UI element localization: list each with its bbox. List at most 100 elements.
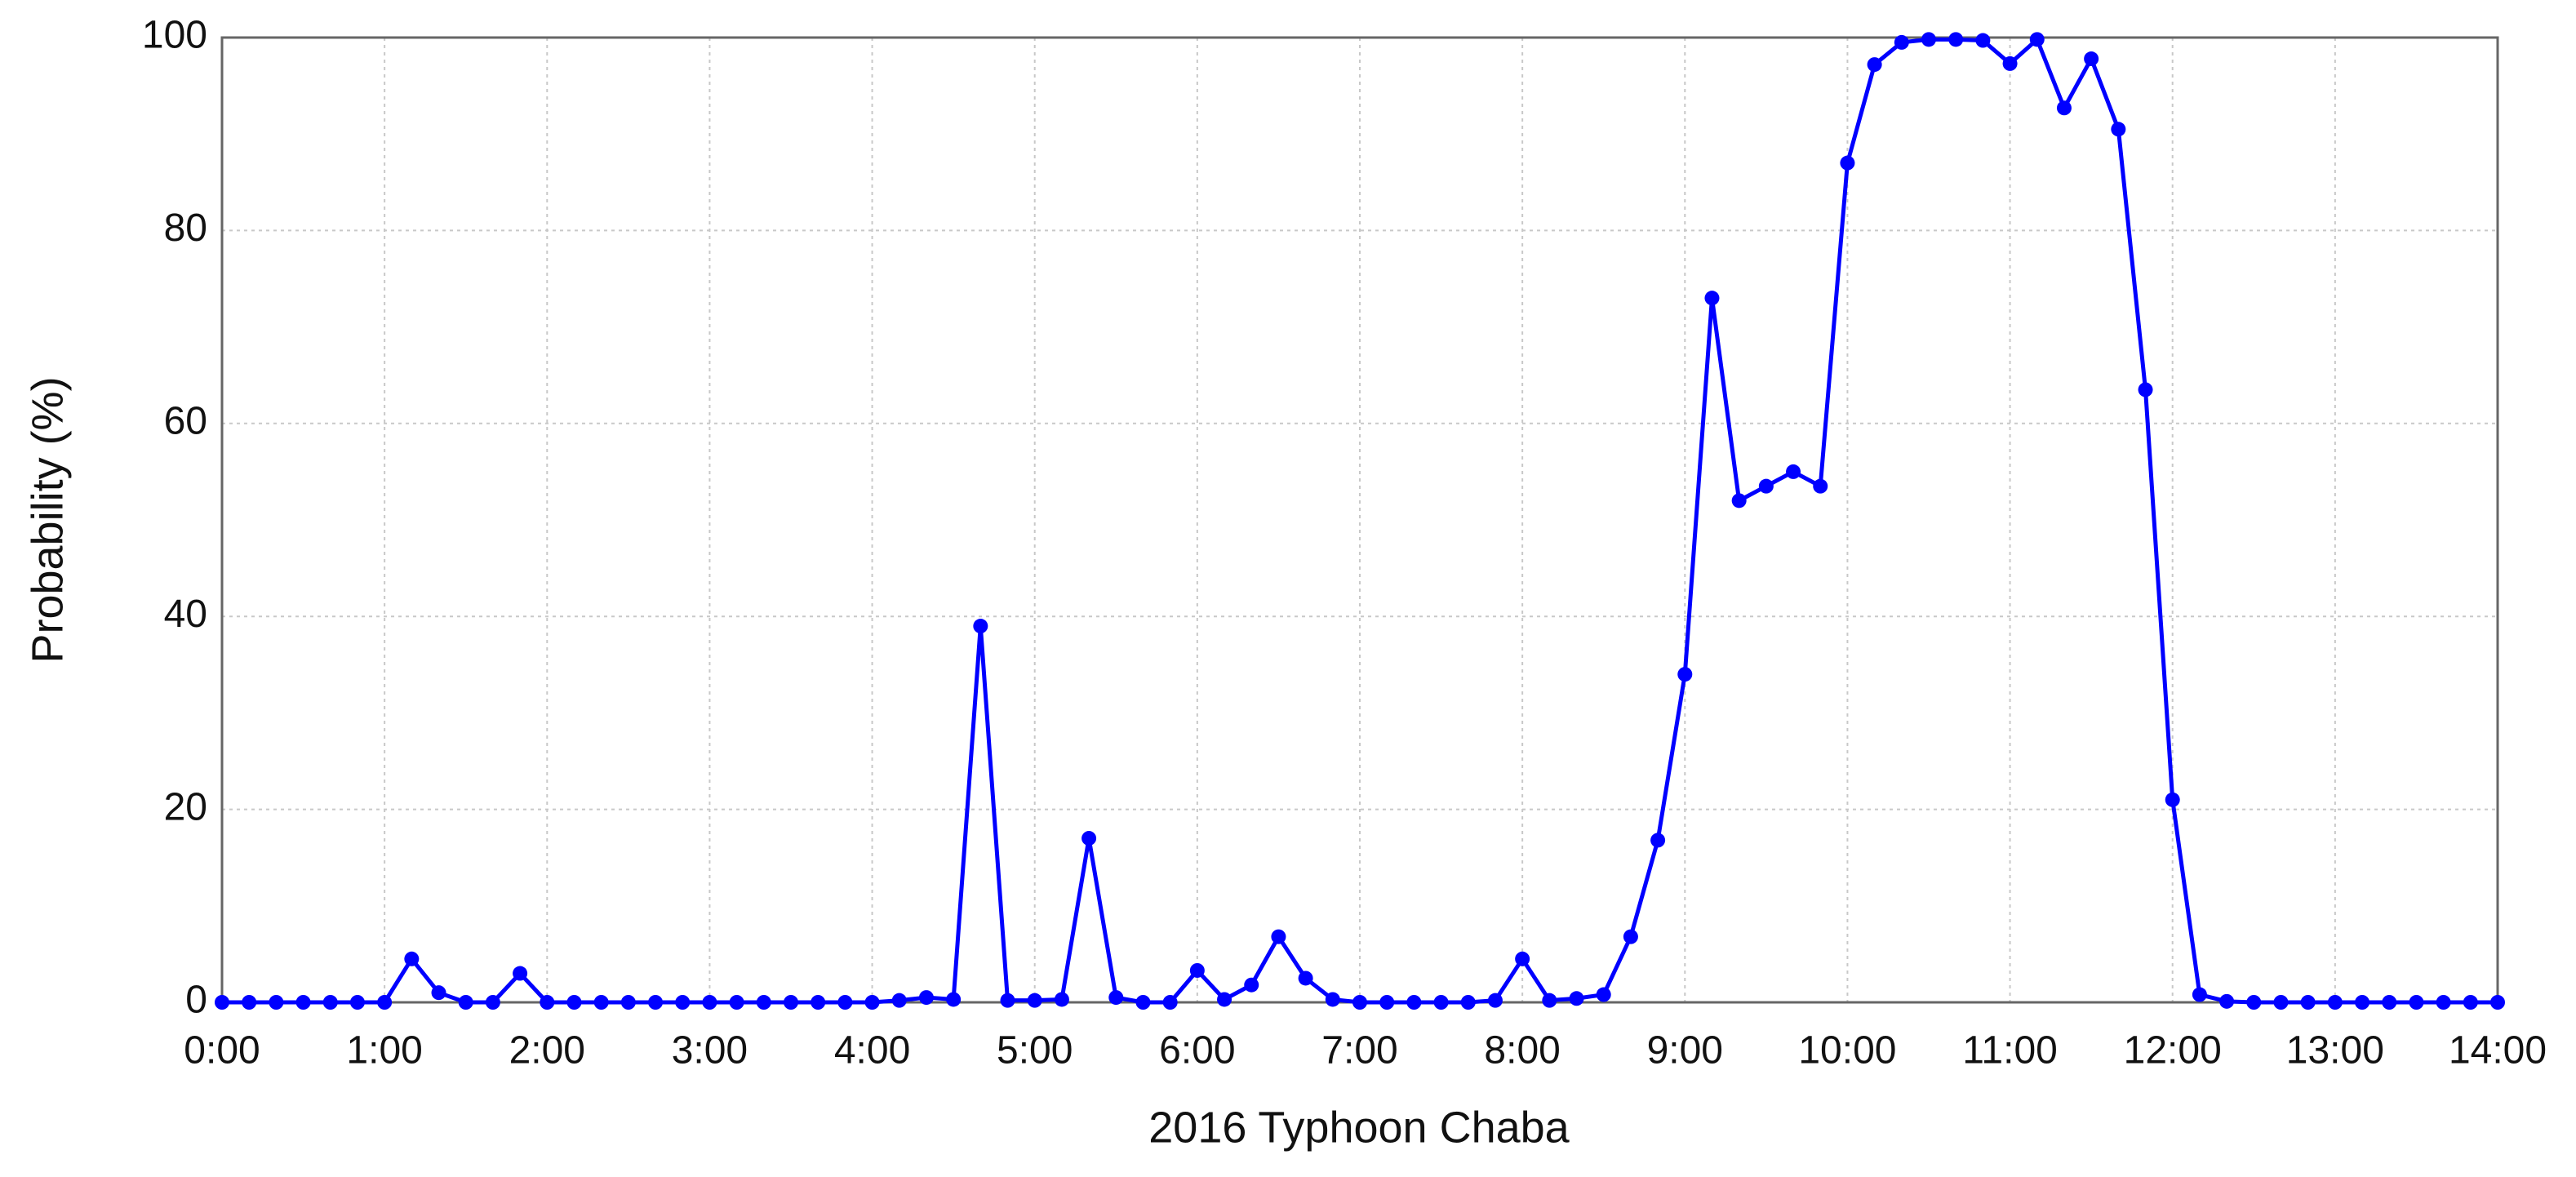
data-point [2273, 995, 2289, 1010]
data-point [837, 995, 853, 1010]
data-point [349, 995, 365, 1010]
data-point [2300, 995, 2316, 1010]
data-point [2192, 987, 2207, 1002]
y-tick-label: 0 [185, 979, 207, 1022]
data-point [1569, 991, 1584, 1006]
data-point [1081, 831, 1097, 846]
data-point [811, 995, 826, 1010]
data-point [1244, 977, 1259, 993]
x-tick-label: 0:00 [184, 1029, 260, 1073]
y-tick-label: 80 [164, 207, 207, 250]
data-point [2165, 792, 2180, 807]
data-point [215, 995, 229, 1010]
data-point [2246, 995, 2262, 1010]
data-point [1813, 478, 1828, 494]
x-tick-label: 10:00 [1798, 1029, 1896, 1073]
data-point [2056, 100, 2072, 116]
data-point [946, 992, 962, 1007]
data-point [2002, 56, 2018, 71]
data-point [593, 995, 609, 1010]
data-point [1840, 155, 1855, 171]
y-axis-title: Probability (%) [23, 376, 72, 663]
data-point [918, 990, 934, 1006]
data-point [1054, 992, 1069, 1007]
data-point [458, 995, 473, 1010]
x-axis-title: 2016 Typhoon Chaba [1148, 1103, 1570, 1152]
data-point [756, 995, 771, 1010]
data-point [1894, 34, 1909, 50]
data-point [1162, 995, 1178, 1010]
data-point [675, 995, 691, 1010]
data-point [1379, 995, 1395, 1010]
data-point [377, 995, 393, 1010]
data-point [2138, 382, 2153, 398]
data-point [2355, 995, 2370, 1010]
x-tick-label: 4:00 [834, 1029, 910, 1073]
x-tick-label: 14:00 [2449, 1029, 2547, 1073]
data-point [891, 993, 907, 1008]
data-point [1135, 995, 1151, 1010]
data-line [222, 37, 2498, 1005]
data-point [648, 995, 664, 1010]
data-point [1298, 970, 1313, 986]
data-point [513, 966, 528, 981]
x-tick-label: 7:00 [1321, 1029, 1397, 1073]
data-point [1542, 993, 1557, 1008]
data-point [1406, 995, 1422, 1010]
data-point [2111, 122, 2126, 137]
data-point [1217, 992, 1232, 1007]
x-tick-label: 3:00 [672, 1029, 748, 1073]
data-point [973, 619, 988, 634]
data-point [404, 951, 420, 966]
data-point [1000, 993, 1015, 1008]
x-tick-label: 9:00 [1647, 1029, 1723, 1073]
x-tick-label: 1:00 [346, 1029, 422, 1073]
data-point [242, 995, 257, 1010]
x-tick-label: 11:00 [1962, 1029, 2058, 1073]
data-point [1948, 32, 1964, 47]
data-point [2327, 995, 2343, 1010]
data-point [431, 985, 446, 1001]
data-point [295, 995, 311, 1010]
data-point [485, 995, 500, 1010]
data-point [1352, 995, 1367, 1010]
data-point [729, 995, 744, 1010]
plot-frame [220, 36, 2499, 1004]
data-point [540, 995, 555, 1010]
data-point [269, 995, 284, 1010]
data-point [1189, 962, 1205, 978]
data-point [1027, 993, 1042, 1008]
data-point [566, 995, 582, 1010]
data-point [2219, 993, 2235, 1009]
x-tick-label: 6:00 [1159, 1029, 1235, 1073]
x-tick-label: 13:00 [2286, 1029, 2384, 1073]
data-point [1325, 992, 1340, 1007]
data-point [1460, 995, 1476, 1010]
data-point [1433, 995, 1449, 1010]
data-point [864, 995, 880, 1010]
data-point [1271, 929, 1286, 944]
data-point [2436, 995, 2451, 1010]
data-point [2084, 51, 2099, 67]
data-point [1623, 929, 1638, 944]
data-point [1704, 291, 1720, 306]
data-point [1867, 57, 1882, 73]
data-point [784, 995, 798, 1010]
data-point [1758, 478, 1774, 494]
data-point [2490, 995, 2505, 1010]
data-point [1515, 951, 1530, 966]
data-point [2463, 995, 2478, 1010]
data-point [2382, 995, 2397, 1010]
data-point [2409, 995, 2424, 1010]
x-tick-label: 8:00 [1484, 1029, 1560, 1073]
data-point [322, 995, 338, 1010]
data-point [1921, 32, 1936, 47]
data-point [1596, 987, 1611, 1002]
data-point [2029, 32, 2045, 47]
y-tick-label: 60 [164, 399, 207, 442]
data-point [702, 995, 717, 1010]
data-point [620, 995, 636, 1010]
y-tick-label: 100 [142, 14, 207, 57]
